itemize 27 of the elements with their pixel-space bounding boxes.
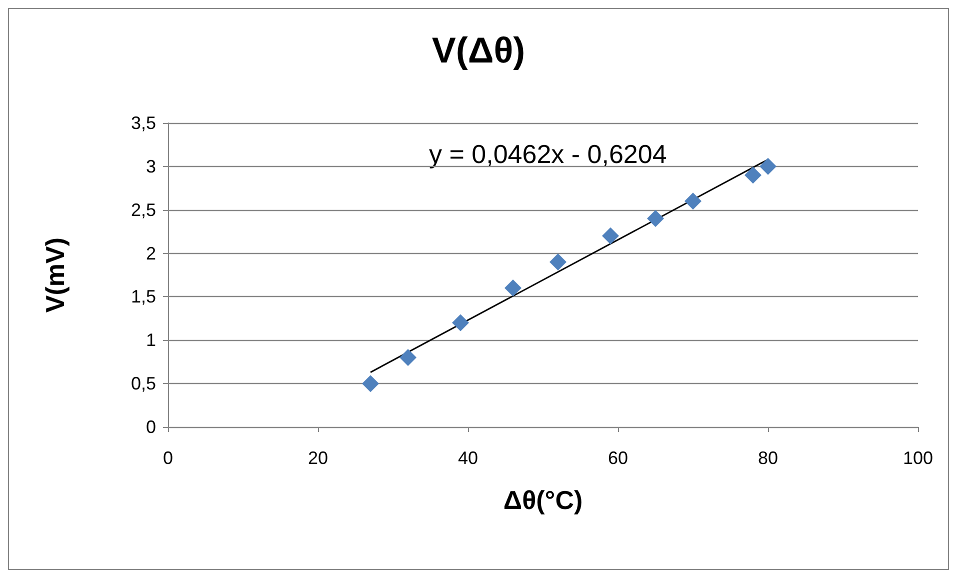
- point: [400, 349, 416, 366]
- point: [550, 253, 566, 270]
- y-tick-label: 2: [146, 243, 156, 264]
- x-tick-label: 60: [608, 448, 628, 468]
- chart-title: V(Δθ): [432, 30, 526, 70]
- x-tick-label: 20: [308, 448, 328, 468]
- point: [452, 314, 469, 332]
- y-tick-label: 1,5: [130, 286, 156, 307]
- point: [504, 280, 522, 297]
- point: [602, 227, 619, 244]
- point: [744, 166, 762, 184]
- point: [362, 375, 379, 392]
- y-tick-label: 2,5: [130, 200, 156, 220]
- x-tick-label: 80: [758, 448, 778, 468]
- x-axis-title: Δθ(°C): [503, 485, 583, 515]
- point: [647, 210, 664, 228]
- y-tick-label: 3: [146, 156, 156, 176]
- y-tick-label: 0,5: [130, 374, 156, 394]
- x-tick-label: 0: [162, 448, 174, 468]
- y-tick-label: 3,5: [130, 113, 156, 133]
- point: [760, 158, 776, 175]
- y-tick-label: 1: [146, 330, 156, 350]
- x-tick-label: 40: [458, 448, 478, 468]
- x-tick-label: 100: [902, 448, 934, 468]
- point: [684, 192, 702, 210]
- y-tick-label: 0: [146, 417, 156, 437]
- y-axis-title: V(mV): [40, 237, 70, 313]
